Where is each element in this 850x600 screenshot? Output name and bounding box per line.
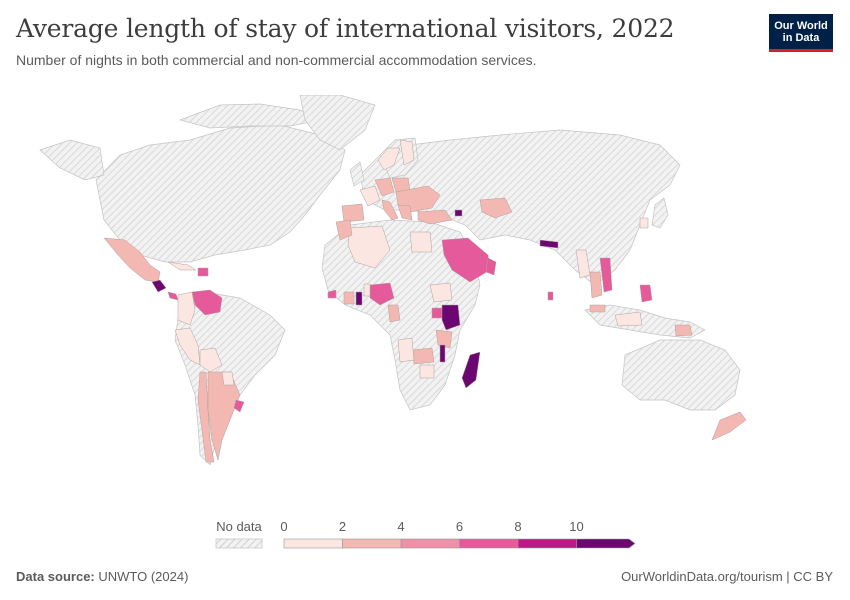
country-senegal[interactable] (327, 289, 337, 299)
country-colombia[interactable] (177, 291, 196, 326)
legend-bin-6[interactable] (576, 538, 636, 549)
uk-no-data[interactable] (349, 161, 365, 187)
country-mexico[interactable] (103, 237, 161, 283)
indonesia-no-data[interactable] (584, 304, 706, 339)
country-oman[interactable] (485, 257, 497, 276)
country-france[interactable] (359, 185, 381, 207)
country-madagascar[interactable] (461, 351, 481, 389)
country-georgia-armenia[interactable] (454, 209, 463, 217)
footer-link[interactable]: OurWorldinData.org/tourism | CC BY (621, 569, 833, 584)
country-morocco[interactable] (335, 219, 353, 241)
legend-bin-1[interactable] (283, 538, 343, 549)
country-south-korea[interactable] (639, 217, 649, 229)
greenland-no-data[interactable] (299, 94, 376, 151)
country-uruguay[interactable] (233, 399, 245, 413)
logo-line-1: Our World (774, 19, 828, 32)
country-new-zealand[interactable] (711, 411, 747, 441)
africa-no-data[interactable] (321, 219, 481, 411)
legend-tick-label: 4 (397, 519, 404, 534)
country-sri-lanka[interactable] (547, 291, 554, 301)
logo-line-2: in Data (782, 31, 820, 44)
chart-subtitle: Number of nights in both commercial and … (16, 52, 537, 68)
legend-tick-label: 2 (339, 519, 346, 534)
country-turkey[interactable] (417, 209, 453, 225)
country-niger-region[interactable] (363, 283, 371, 297)
country-ghana[interactable] (355, 291, 363, 306)
country-germany[interactable] (374, 177, 395, 197)
legend-tick-label: 0 (280, 519, 287, 534)
country-bolivia[interactable] (199, 347, 223, 373)
owid-logo[interactable]: Our World in Data (769, 14, 833, 52)
country-chile[interactable] (197, 371, 215, 463)
data-source-value[interactable]: UNWTO (2024) (98, 569, 189, 584)
country-algeria[interactable] (347, 225, 391, 269)
legend-bin-3[interactable] (400, 538, 460, 549)
country-thailand[interactable] (589, 271, 603, 299)
country-zimbabwe[interactable] (419, 364, 435, 379)
data-source-label: Data source: (16, 569, 95, 584)
country-indonesia[interactable] (614, 311, 643, 327)
australia-no-data[interactable] (621, 339, 741, 411)
country-saudi-arabia[interactable] (441, 237, 491, 283)
country-nepal[interactable] (539, 239, 559, 249)
canada-arctic-no-data[interactable] (178, 103, 322, 129)
country-kenya[interactable] (441, 304, 461, 331)
country-italy[interactable] (381, 199, 399, 221)
country-dominican-republic[interactable] (197, 267, 209, 277)
world-map (0, 94, 850, 505)
country-tanzania[interactable] (435, 329, 453, 349)
country-guatemala[interactable] (151, 279, 167, 293)
legend-bin-5[interactable] (517, 538, 577, 549)
alaska-no-data[interactable] (39, 139, 105, 181)
legend-no-data-label: No data (216, 519, 262, 534)
country-cameroon[interactable] (387, 304, 401, 323)
country-greece-balkans[interactable] (397, 204, 413, 221)
north-america-no-data[interactable] (95, 124, 346, 263)
legend-no-data-swatch (215, 538, 263, 549)
country-venezuela[interactable] (191, 289, 223, 316)
country-uganda[interactable] (431, 307, 443, 319)
country-norway[interactable] (377, 147, 401, 171)
data-source: Data source: UNWTO (2024) (16, 569, 188, 584)
legend-tick-label: 10 (569, 519, 583, 534)
country-costa-rica[interactable] (167, 291, 179, 301)
country-finland[interactable] (399, 139, 415, 166)
country-vietnam[interactable] (599, 257, 613, 293)
country-paraguay[interactable] (221, 371, 235, 386)
legend: No data 0 2 4 6 8 10 (200, 510, 650, 560)
country-zambia[interactable] (411, 347, 435, 365)
japan-no-data[interactable] (651, 197, 669, 229)
country-malawi[interactable] (439, 344, 446, 363)
country-ethiopia[interactable] (429, 282, 453, 303)
legend-bin-2[interactable] (342, 538, 402, 549)
country-ivory-coast[interactable] (343, 291, 355, 305)
country-papua-new-guinea[interactable] (674, 324, 693, 337)
country-cuba[interactable] (167, 261, 197, 271)
legend-tick-label: 8 (514, 519, 521, 534)
country-egypt[interactable] (409, 231, 433, 253)
country-spain[interactable] (341, 203, 365, 223)
legend-bin-4[interactable] (459, 538, 519, 549)
legend-tick-label: 6 (456, 519, 463, 534)
country-angola[interactable] (397, 337, 415, 363)
chart-title: Average length of stay of international … (16, 14, 675, 43)
country-kazakhstan[interactable] (479, 197, 513, 219)
country-malaysia[interactable] (589, 304, 606, 313)
country-philippines[interactable] (639, 284, 653, 303)
